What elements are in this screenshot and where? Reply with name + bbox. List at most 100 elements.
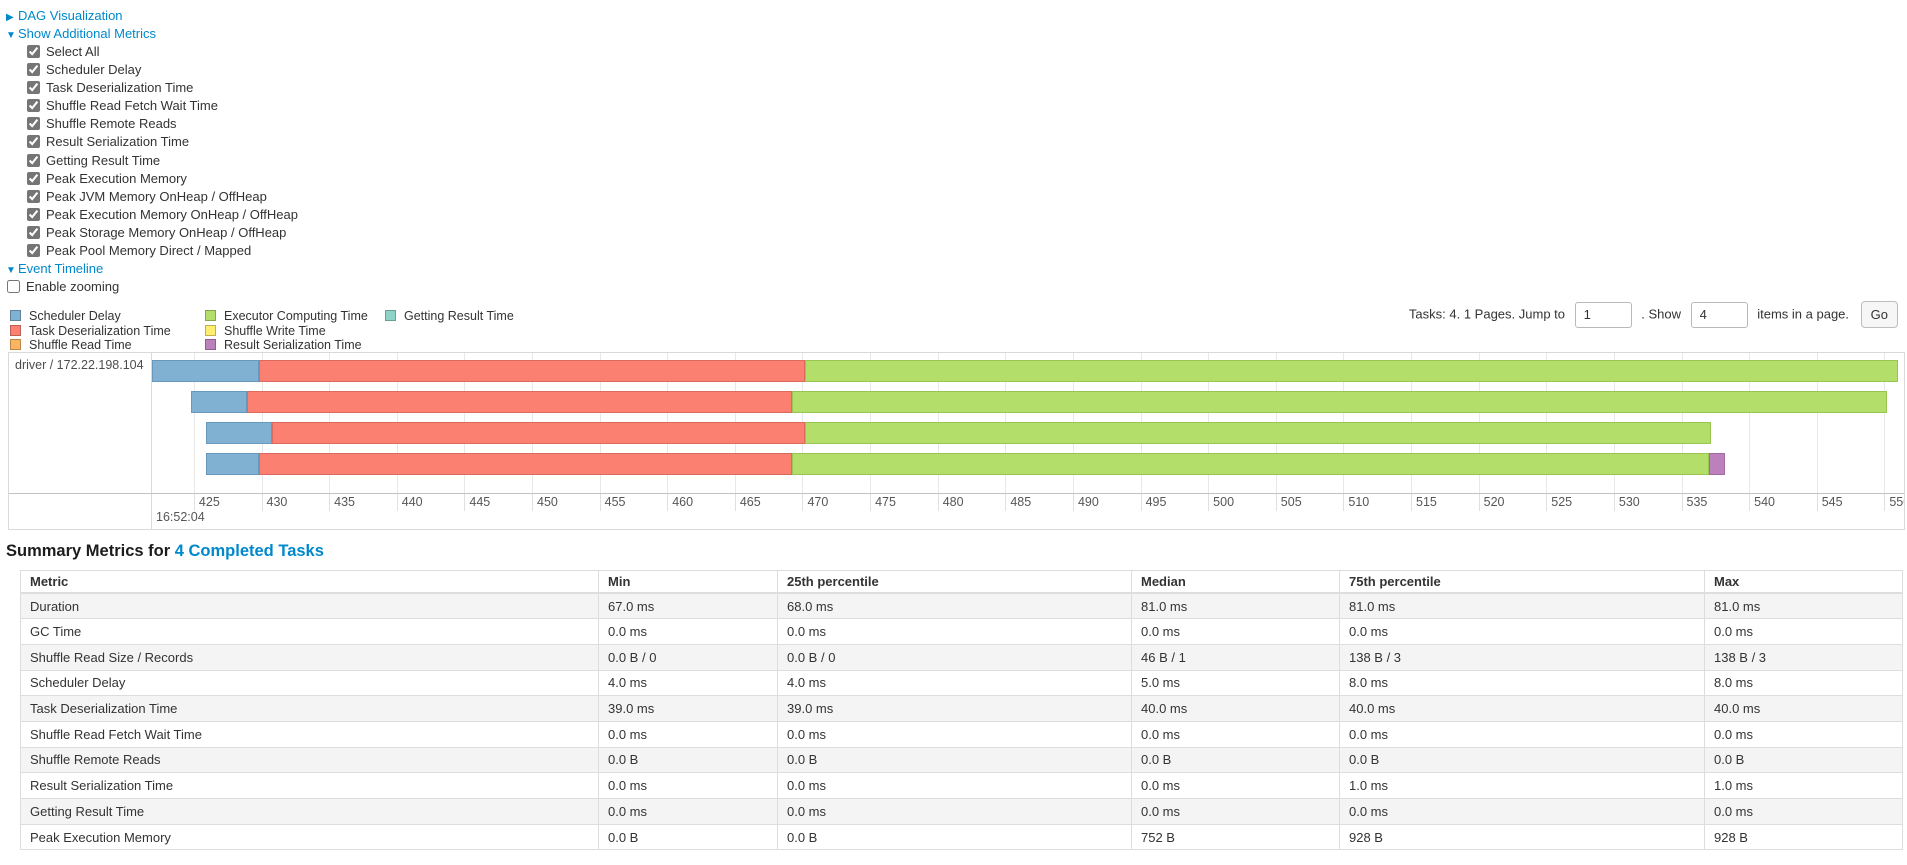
metric-value-cell: 0.0 ms: [1704, 720, 1903, 748]
legend-column: Getting Result Time: [385, 309, 514, 324]
metric-value-cell: 39.0 ms: [598, 695, 778, 722]
timeline-axis-left-cell: [9, 494, 152, 529]
legend-entry-scheduler_delay: Scheduler Delay: [10, 309, 171, 324]
column-header: 75th percentile: [1339, 570, 1705, 594]
task-bar-segment-executor_computing[interactable]: [791, 391, 1888, 413]
metric-checkbox-getting-result-time[interactable]: [27, 153, 40, 167]
go-button[interactable]: Go: [1860, 301, 1898, 329]
legend-entry-task_deserialization: Task Deserialization Time: [10, 324, 171, 339]
task-bar-segment-scheduler_delay[interactable]: [206, 453, 259, 475]
metric-value-cell: 0.0 ms: [777, 772, 1132, 799]
legend-entry-shuffle_write: Shuffle Write Time: [205, 324, 368, 339]
metric-value-cell: 0.0 ms: [598, 798, 778, 825]
metric-value-cell: 0.0 ms: [777, 720, 1132, 748]
dag-visualization-toggle[interactable]: ▶ DAG Visualization: [6, 7, 298, 25]
axis-tick: [734, 494, 736, 511]
task-bar-segment-executor_computing[interactable]: [805, 360, 1898, 382]
axis-tick: [193, 494, 195, 511]
column-header: Median: [1131, 570, 1340, 594]
metric-checkbox-peak-execution-memory[interactable]: [27, 171, 40, 185]
axis-tick-label: 455: [604, 495, 626, 509]
axis-tick: [1208, 494, 1210, 511]
axis-tick-label: 430: [266, 495, 288, 509]
axis-tick: [1275, 494, 1277, 511]
task-bar-segment-executor_computing[interactable]: [791, 453, 1709, 475]
axis-tick-label: 480: [942, 495, 964, 509]
metric-value-cell: 0.0 B: [1704, 746, 1903, 774]
task-timeline-row: [152, 422, 1904, 444]
metric-value-cell: 4.0 ms: [777, 669, 1132, 697]
metric-checkbox-item: Shuffle Read Fetch Wait Time: [27, 97, 298, 115]
metric-checkbox-select-all[interactable]: [27, 45, 40, 58]
metric-checkbox-shuffle-remote-reads[interactable]: [27, 117, 40, 131]
metric-value-cell: 5.0 ms: [1131, 669, 1340, 697]
table-row: Scheduler Delay 4.0 ms 4.0 ms 5.0 ms 8.0 ms 8…: [20, 669, 1903, 697]
event-timeline-toggle[interactable]: ▼ Event Timeline: [6, 260, 298, 278]
task-pagination: Tasks: 4. 1 Pages. Jump to . Show items …: [1409, 300, 1898, 329]
metric-value-cell: 0.0 ms: [1339, 720, 1705, 748]
axis-tick: [667, 494, 669, 511]
metric-name-cell: Shuffle Remote Reads: [20, 746, 599, 774]
task-bar-segment-scheduler_delay[interactable]: [191, 391, 247, 413]
metric-value-cell: 81.0 ms: [1131, 592, 1340, 620]
task-timeline-row: [152, 391, 1904, 413]
metric-checkbox-shuffle-read-fetch-wait-time[interactable]: [27, 99, 40, 113]
task-bar-segment-task_deserialization[interactable]: [272, 422, 806, 444]
axis-tick: [802, 494, 804, 511]
task-bar-segment-scheduler_delay[interactable]: [206, 422, 273, 444]
metric-checkbox-peak-storage-memory-onheap-offheap[interactable]: [27, 225, 40, 239]
jump-to-page-input[interactable]: [1574, 301, 1632, 328]
axis-tick-label: 500: [1213, 495, 1235, 509]
task-bar-segment-task_deserialization[interactable]: [258, 360, 806, 382]
metric-name-cell: Peak Execution Memory: [20, 823, 599, 851]
table-row: Shuffle Read Size / Records 0.0 B / 0 0.0 …: [20, 643, 1903, 671]
task-bar-segment-task_deserialization[interactable]: [258, 453, 792, 475]
metric-checkbox-peak-execution-memory-onheap-offheap[interactable]: [27, 207, 40, 221]
chevron-right-icon: ▶: [6, 12, 14, 23]
metric-checkbox-result-serialization-time[interactable]: [27, 135, 40, 149]
metric-value-cell: 0.0 B: [1131, 746, 1340, 774]
axis-tick-label: 495: [1145, 495, 1167, 509]
metric-name-cell: Duration: [20, 592, 599, 620]
completed-tasks-link[interactable]: 4 Completed Tasks: [174, 542, 324, 560]
task-bar-segment-scheduler_delay[interactable]: [152, 360, 259, 382]
metric-checkbox-task-deserialization-time[interactable]: [27, 81, 40, 95]
metric-value-cell: 138 B / 3: [1339, 643, 1705, 671]
metric-label: Shuffle Read Fetch Wait Time: [27, 98, 218, 113]
legend-swatch-executor_computing: [205, 310, 216, 321]
task-bar-segment-task_deserialization[interactable]: [246, 391, 792, 413]
table-row: Task Deserialization Time 39.0 ms 39.0 ms 4…: [20, 695, 1903, 722]
task-bar-segment-executor_computing[interactable]: [805, 422, 1712, 444]
metric-checkbox-scheduler-delay[interactable]: [27, 63, 40, 77]
axis-tick: [599, 494, 601, 511]
metric-value-cell: 8.0 ms: [1339, 669, 1705, 697]
metric-label: Result Serialization Time: [27, 134, 189, 149]
metric-value-cell: 0.0 ms: [777, 618, 1132, 645]
metric-checkbox-item: Peak JVM Memory OnHeap / OffHeap: [27, 188, 298, 206]
table-row: GC Time 0.0 ms 0.0 ms 0.0 ms 0.0 ms 0.0 ms: [20, 618, 1903, 645]
enable-zooming-checkbox[interactable]: [7, 280, 20, 294]
metric-checkbox-peak-jvm-memory-onheap-offheap[interactable]: [27, 189, 40, 203]
task-bar-segment-result_serialization[interactable]: [1708, 453, 1725, 475]
metric-label: Peak Execution Memory OnHeap / OffHeap: [27, 207, 298, 222]
legend-column: Executor Computing Time Shuffle Write Tim…: [205, 309, 368, 353]
show-additional-metrics-toggle[interactable]: ▼ Show Additional Metrics: [6, 25, 298, 43]
axis-tick: [1343, 494, 1345, 511]
metric-label: Select All: [27, 44, 99, 59]
axis-tick-label: 460: [672, 495, 694, 509]
metric-checkbox-peak-pool-memory-direct-mapped[interactable]: [27, 244, 40, 258]
axis-tick-label: 450: [537, 495, 558, 509]
axis-tick: [1072, 494, 1074, 511]
items-per-page-input[interactable]: [1690, 301, 1748, 328]
column-header: Metric: [20, 570, 599, 594]
timeline-axis-labels: 16:52:04 425 430 435 440 445 450 455 460 465 470 4…: [152, 494, 1904, 529]
summary-metrics-title: Summary Metrics for: [6, 542, 175, 560]
metric-label: Peak Pool Memory Direct / Mapped: [27, 243, 251, 258]
metric-value-cell: 0.0 ms: [777, 798, 1132, 825]
metric-label: Peak JVM Memory OnHeap / OffHeap: [27, 189, 267, 204]
metrics-checkbox-list: Select All Scheduler Delay Task Deserializ…: [6, 43, 298, 260]
axis-tick: [1546, 494, 1548, 511]
axis-tick: [464, 494, 466, 511]
metric-value-cell: 81.0 ms: [1704, 592, 1903, 620]
axis-tick-label: 535: [1686, 495, 1708, 509]
